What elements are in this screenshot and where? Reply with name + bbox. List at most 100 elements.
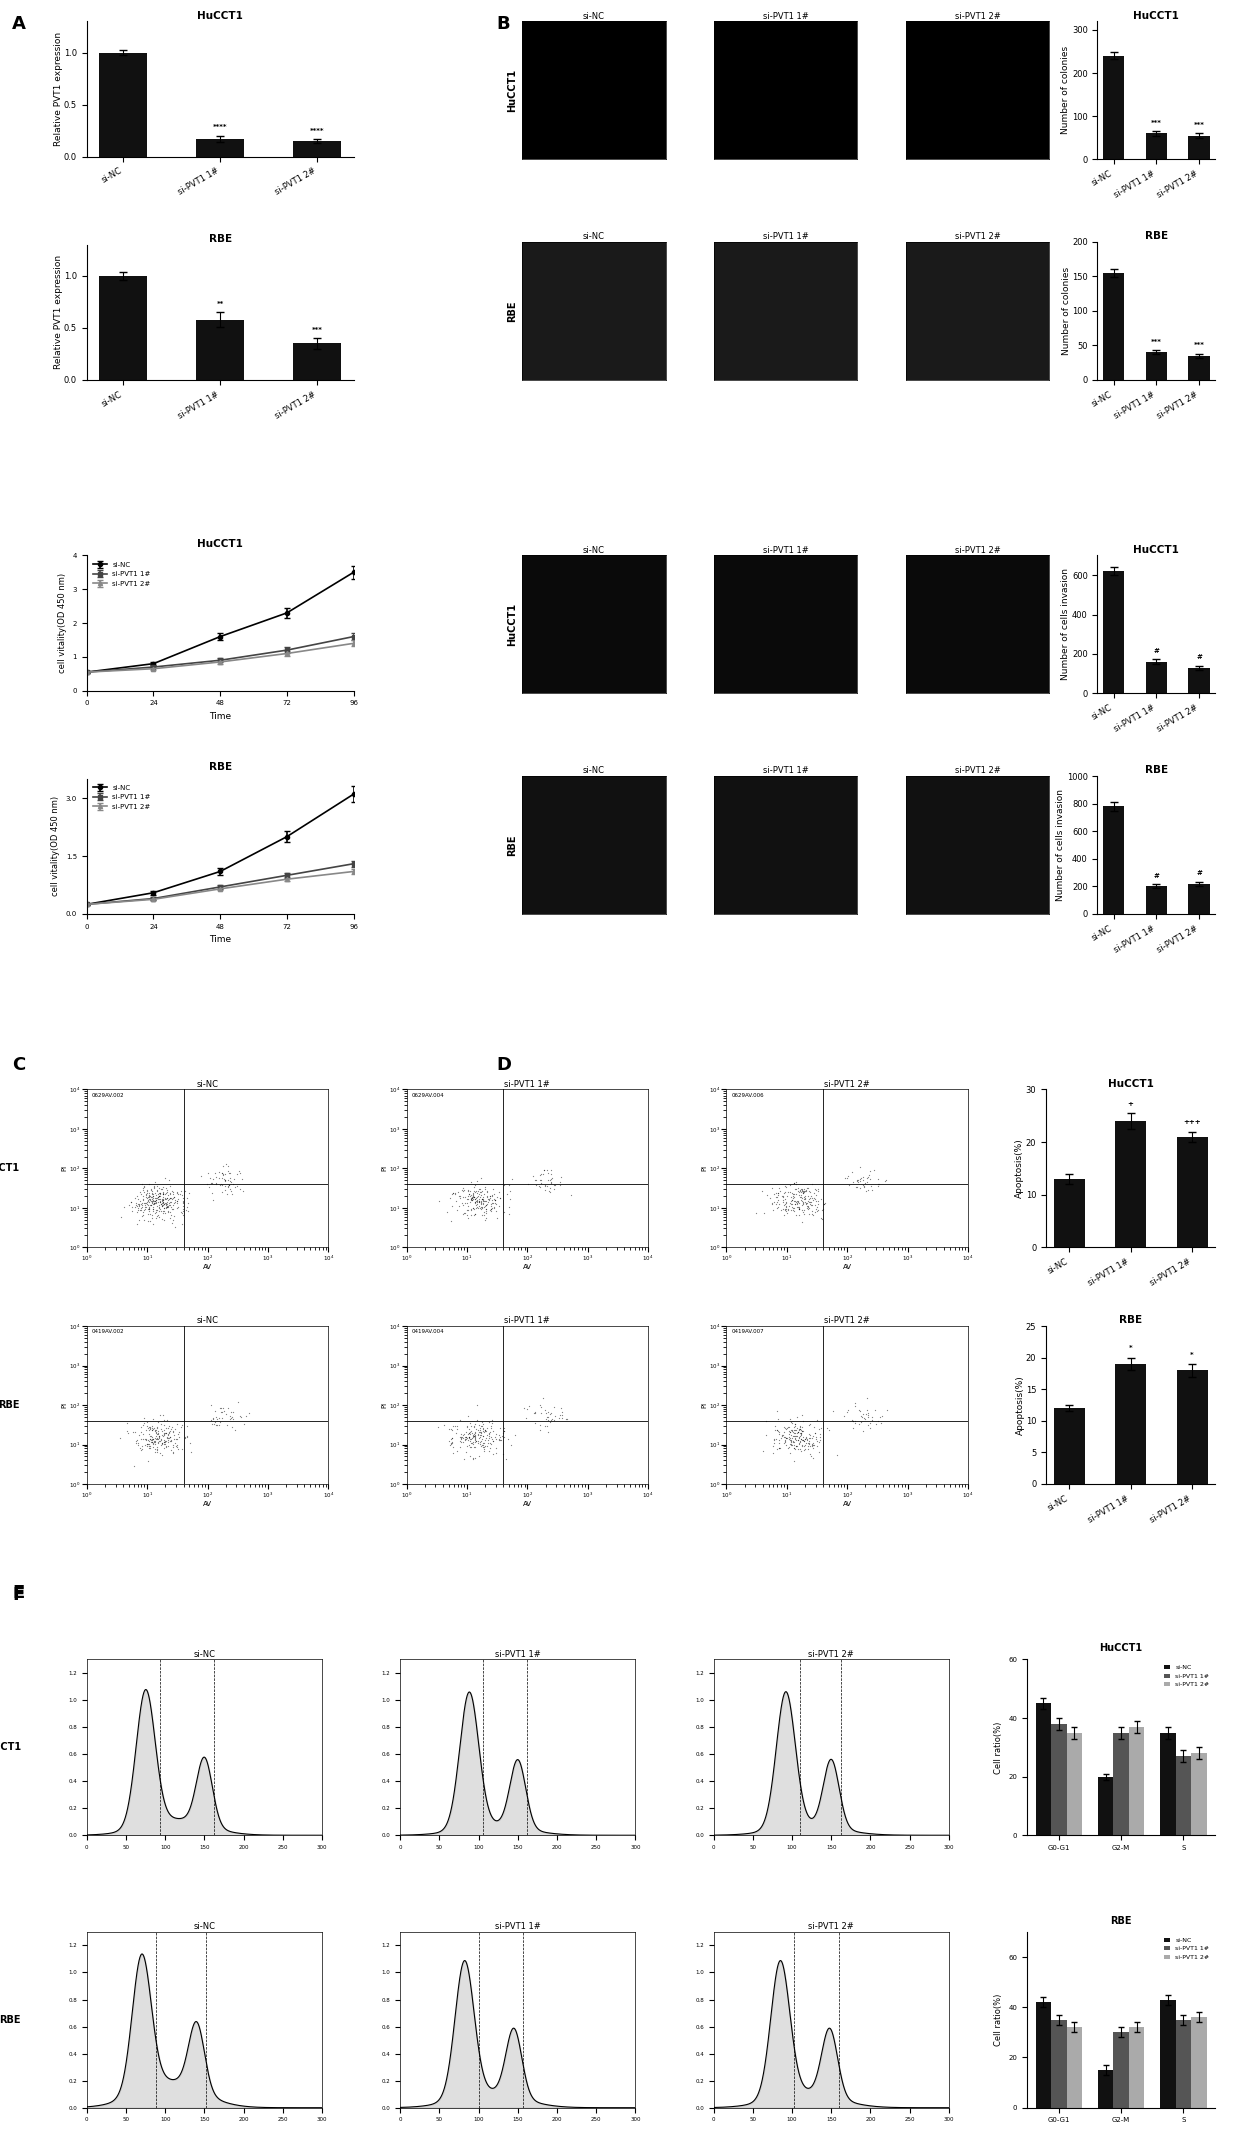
Point <box>226 1169 246 1203</box>
Point <box>136 1186 156 1220</box>
Point <box>126 1188 146 1222</box>
Point <box>165 1426 185 1460</box>
Point <box>465 1416 485 1450</box>
Point <box>139 1186 159 1220</box>
Bar <box>1159 1733 1176 1835</box>
Point <box>804 1199 823 1233</box>
Y-axis label: Number of cells invasion: Number of cells invasion <box>1056 790 1065 901</box>
Point <box>133 1199 153 1233</box>
Point <box>780 1420 800 1454</box>
Point <box>455 1441 475 1475</box>
Point <box>145 1420 165 1454</box>
Point <box>150 1182 170 1216</box>
Point <box>439 1424 459 1458</box>
Point <box>177 1190 197 1224</box>
Point <box>804 1429 823 1463</box>
Point <box>857 1397 877 1431</box>
Point <box>157 1420 177 1454</box>
Point <box>791 1414 811 1448</box>
Point <box>441 1424 461 1458</box>
Point <box>150 1184 170 1218</box>
Point <box>779 1420 799 1454</box>
Point <box>799 1426 818 1460</box>
Point <box>221 1171 241 1205</box>
Point <box>144 1169 164 1203</box>
Point <box>802 1196 822 1231</box>
Point <box>156 1182 176 1216</box>
Point <box>154 1418 174 1452</box>
Bar <box>1176 1756 1192 1835</box>
Point <box>549 1401 569 1435</box>
Point <box>785 1418 805 1452</box>
Point <box>791 1399 811 1433</box>
Point <box>479 1182 498 1216</box>
Point <box>146 1173 166 1207</box>
Point <box>480 1426 500 1460</box>
Point <box>494 1194 513 1228</box>
Point <box>533 1380 553 1414</box>
Point <box>470 1171 490 1205</box>
Point <box>784 1179 804 1214</box>
Point <box>460 1192 480 1226</box>
Point <box>785 1412 805 1446</box>
Point <box>148 1177 167 1211</box>
Bar <box>1146 134 1167 160</box>
Point <box>157 1190 177 1224</box>
Point <box>443 1177 463 1211</box>
Point <box>791 1171 811 1205</box>
Point <box>792 1420 812 1454</box>
Point <box>141 1173 161 1207</box>
Point <box>811 1412 831 1446</box>
Point <box>774 1192 794 1226</box>
Y-axis label: PI: PI <box>62 1403 68 1407</box>
Point <box>145 1426 165 1460</box>
Point <box>128 1192 148 1226</box>
Point <box>780 1422 800 1456</box>
Point <box>806 1177 826 1211</box>
Point <box>454 1196 474 1231</box>
Point <box>216 1397 236 1431</box>
Point <box>219 1156 239 1190</box>
Point <box>203 1407 223 1441</box>
Point <box>474 1182 494 1216</box>
Point <box>455 1186 475 1220</box>
Point <box>148 1179 167 1214</box>
Point <box>790 1175 810 1209</box>
Point <box>176 1192 196 1226</box>
Point <box>500 1173 520 1207</box>
Point <box>785 1409 805 1443</box>
Text: #: # <box>1153 873 1159 879</box>
Point <box>140 1188 160 1222</box>
Point <box>472 1407 492 1441</box>
Point <box>782 1175 802 1209</box>
Point <box>782 1414 802 1448</box>
Point <box>144 1424 164 1458</box>
Point <box>169 1420 188 1454</box>
Point <box>795 1424 815 1458</box>
Point <box>776 1420 796 1454</box>
Point <box>213 1394 233 1429</box>
Point <box>136 1177 156 1211</box>
Point <box>482 1403 502 1437</box>
Point <box>153 1175 172 1209</box>
Point <box>131 1433 151 1467</box>
Point <box>162 1437 182 1471</box>
Point <box>174 1194 193 1228</box>
Point <box>134 1171 154 1205</box>
Point <box>455 1179 475 1214</box>
Point <box>781 1188 801 1222</box>
Point <box>472 1182 492 1216</box>
Point <box>498 1196 518 1231</box>
Point <box>857 1382 877 1416</box>
Text: ***: *** <box>311 328 322 332</box>
Point <box>784 1424 804 1458</box>
Point <box>781 1192 801 1226</box>
Point <box>544 1167 564 1201</box>
Point <box>851 1405 870 1439</box>
Point <box>130 1194 150 1228</box>
Point <box>482 1186 502 1220</box>
Point <box>146 1422 166 1456</box>
Bar <box>1052 2020 1066 2108</box>
Point <box>150 1186 170 1220</box>
Point <box>517 1392 537 1426</box>
